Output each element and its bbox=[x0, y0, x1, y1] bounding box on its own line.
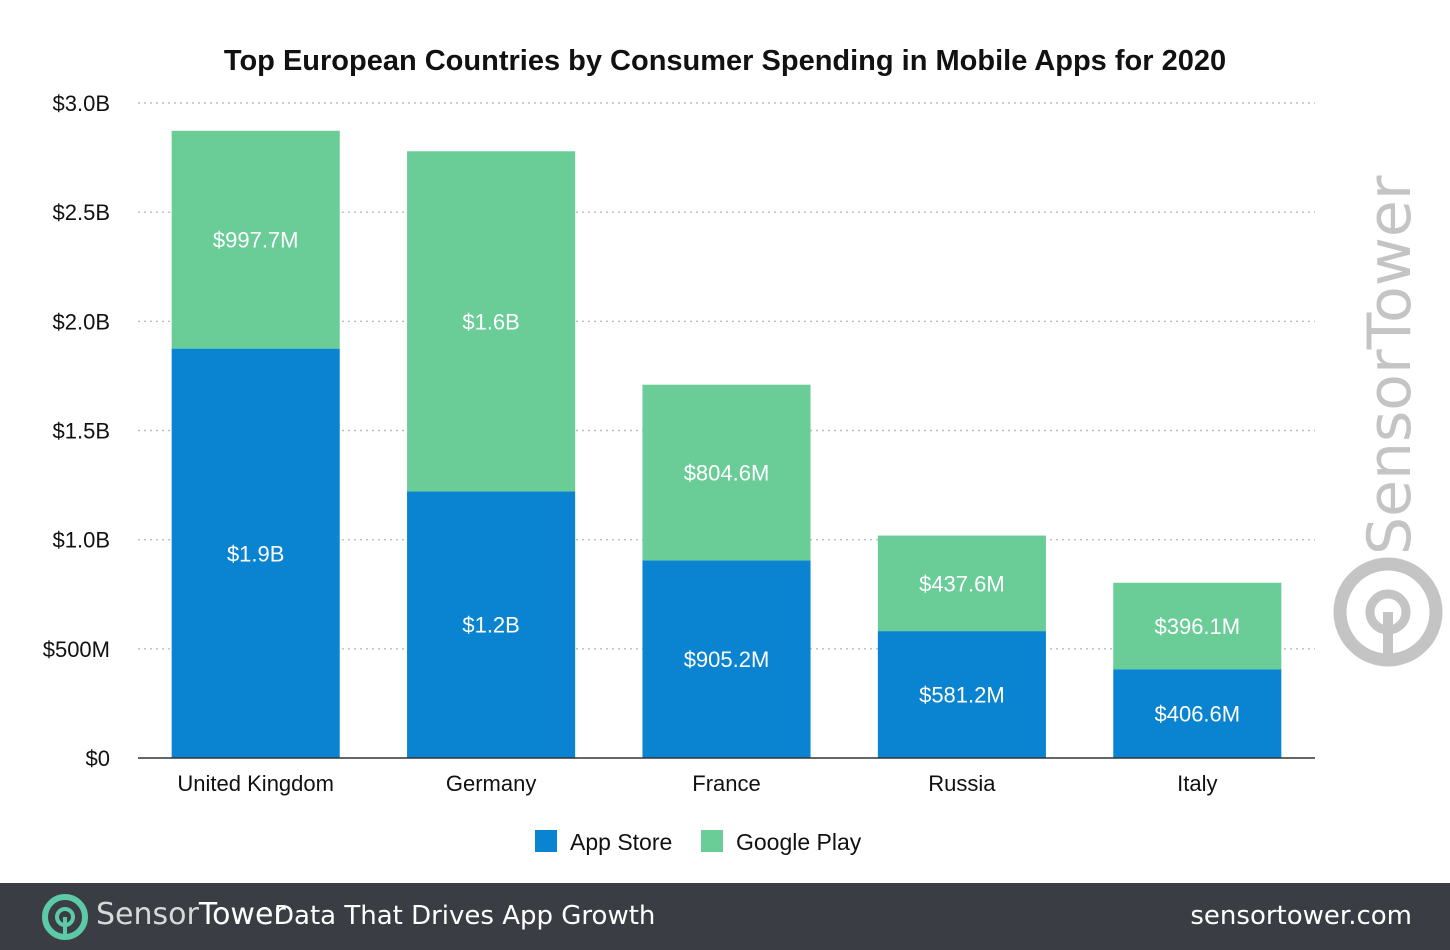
bar-app-store bbox=[407, 491, 576, 758]
y-tick-label: $2.0B bbox=[53, 309, 111, 334]
bar-app-store bbox=[642, 560, 811, 758]
watermark-text: SensorTower bbox=[1355, 175, 1425, 555]
bars bbox=[171, 130, 1282, 758]
bar-google-play bbox=[877, 535, 1046, 632]
watermark-logo-icon bbox=[1333, 557, 1443, 667]
brand-name-sensor: Sensor bbox=[96, 897, 199, 932]
data-label: $396.1M bbox=[1154, 614, 1240, 639]
data-labels: $1.9B $997.7M $1.2B $1.6B $905.2M $804.6M $581… bbox=[213, 228, 1240, 727]
brand-name: SensorTower bbox=[96, 897, 286, 932]
x-tick-label: United Kingdom bbox=[177, 771, 334, 796]
sensortower-watermark: SensorTower bbox=[1333, 175, 1443, 667]
bar-google-play bbox=[407, 151, 576, 492]
x-tick-label: Italy bbox=[1177, 771, 1217, 796]
bar-google-play bbox=[1113, 582, 1282, 670]
website-link[interactable]: sensortower.com bbox=[1190, 901, 1412, 931]
data-label: $437.6M bbox=[919, 571, 1005, 596]
x-axis: United Kingdom Germany France Russia Italy bbox=[177, 771, 1217, 796]
data-label: $406.6M bbox=[1154, 702, 1240, 727]
bar-google-play bbox=[642, 384, 811, 561]
bar-google-play bbox=[171, 130, 340, 349]
sensortower-logo-icon bbox=[42, 894, 88, 940]
data-label: $804.6M bbox=[684, 461, 770, 486]
data-label: $1.6B bbox=[462, 309, 520, 334]
y-tick-label: $1.5B bbox=[53, 419, 111, 444]
y-tick-label: $3.0B bbox=[53, 91, 111, 116]
bar-app-store bbox=[171, 348, 340, 758]
bar-app-store bbox=[1113, 669, 1282, 758]
x-tick-label: France bbox=[692, 771, 760, 796]
chart-title: Top European Countries by Consumer Spend… bbox=[224, 45, 1226, 77]
tagline: Data That Drives App Growth bbox=[274, 901, 656, 931]
legend-swatch bbox=[701, 830, 723, 852]
chart: Top European Countries by Consumer Spend… bbox=[43, 45, 1443, 855]
x-tick-label: Russia bbox=[928, 771, 996, 796]
y-tick-label: $1.0B bbox=[53, 528, 111, 553]
data-label: $1.2B bbox=[462, 613, 520, 638]
brand-name-tower: Tower bbox=[198, 897, 286, 932]
legend: App Store Google Play bbox=[535, 829, 862, 855]
bar-app-store bbox=[877, 631, 1046, 758]
data-label: $1.9B bbox=[227, 541, 285, 566]
data-label: $905.2M bbox=[684, 647, 770, 672]
data-label: $997.7M bbox=[213, 228, 299, 253]
data-label: $581.2M bbox=[919, 683, 1005, 708]
y-tick-label: $2.5B bbox=[53, 200, 111, 225]
legend-label: Google Play bbox=[736, 829, 862, 855]
y-tick-label: $0 bbox=[86, 746, 110, 771]
legend-swatch bbox=[535, 830, 557, 852]
footer-bar: SensorTower Data That Drives App Growth … bbox=[0, 883, 1450, 950]
y-tick-label: $500M bbox=[43, 637, 110, 662]
y-axis: $0 $500M $1.0B $1.5B $2.0B $2.5B $3.0B bbox=[43, 91, 110, 771]
x-tick-label: Germany bbox=[446, 771, 536, 796]
legend-label: App Store bbox=[570, 829, 672, 855]
